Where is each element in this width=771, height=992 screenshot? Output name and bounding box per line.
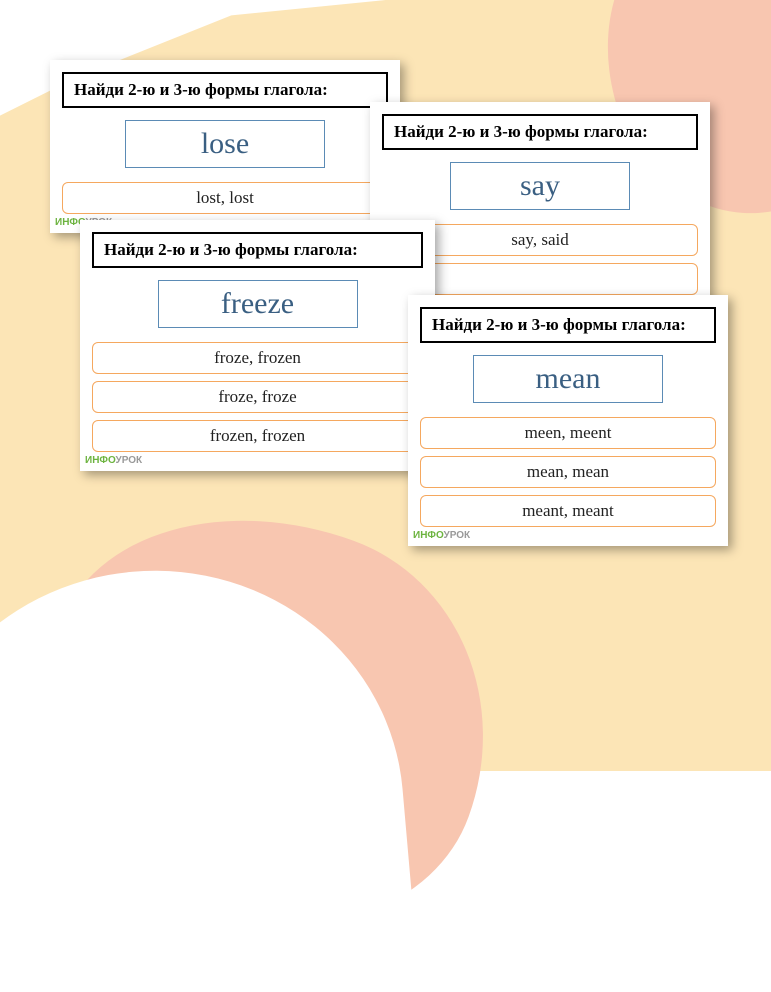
option-button[interactable]: mean, mean: [420, 456, 716, 488]
card-title: Найди 2-ю и 3-ю формы глагола:: [432, 315, 704, 335]
verb-label: freeze: [221, 287, 294, 320]
verb-box: freeze: [158, 280, 358, 328]
verb-box: mean: [473, 355, 663, 403]
card-title: Найди 2-ю и 3-ю формы глагола:: [394, 122, 686, 142]
option-button[interactable]: lost, lost: [62, 182, 388, 214]
option-button[interactable]: froze, froze: [92, 381, 423, 413]
verb-box: lose: [125, 120, 325, 168]
card-mean: Найди 2-ю и 3-ю формы глагола: mean meen…: [408, 295, 728, 546]
verb-label: say: [520, 169, 560, 202]
card-title: Найди 2-ю и 3-ю формы глагола:: [74, 80, 376, 100]
watermark-urok: УРОК: [443, 530, 470, 541]
option-button[interactable]: meant, meant: [420, 495, 716, 527]
card-title: Найди 2-ю и 3-ю формы глагола:: [104, 240, 411, 260]
title-box: Найди 2-ю и 3-ю формы глагола:: [62, 72, 388, 108]
watermark: ИНФОУРОК: [85, 455, 142, 466]
verb-box: say: [450, 162, 630, 210]
title-box: Найди 2-ю и 3-ю формы глагола:: [420, 307, 716, 343]
option-button[interactable]: froze, frozen: [92, 342, 423, 374]
watermark-info: ИНФО: [413, 530, 443, 541]
verb-label: lose: [201, 127, 249, 160]
verb-label: mean: [536, 362, 601, 395]
title-box: Найди 2-ю и 3-ю формы глагола:: [382, 114, 698, 150]
card-lose: Найди 2-ю и 3-ю формы глагола: lose lost…: [50, 60, 400, 233]
title-box: Найди 2-ю и 3-ю формы глагола:: [92, 232, 423, 268]
option-button[interactable]: frozen, frozen: [92, 420, 423, 452]
watermark: ИНФОУРОК: [413, 530, 470, 541]
watermark-urok: УРОК: [115, 455, 142, 466]
watermark-info: ИНФО: [85, 455, 115, 466]
card-freeze: Найди 2-ю и 3-ю формы глагола: freeze fr…: [80, 220, 435, 471]
option-button[interactable]: meen, meent: [420, 417, 716, 449]
